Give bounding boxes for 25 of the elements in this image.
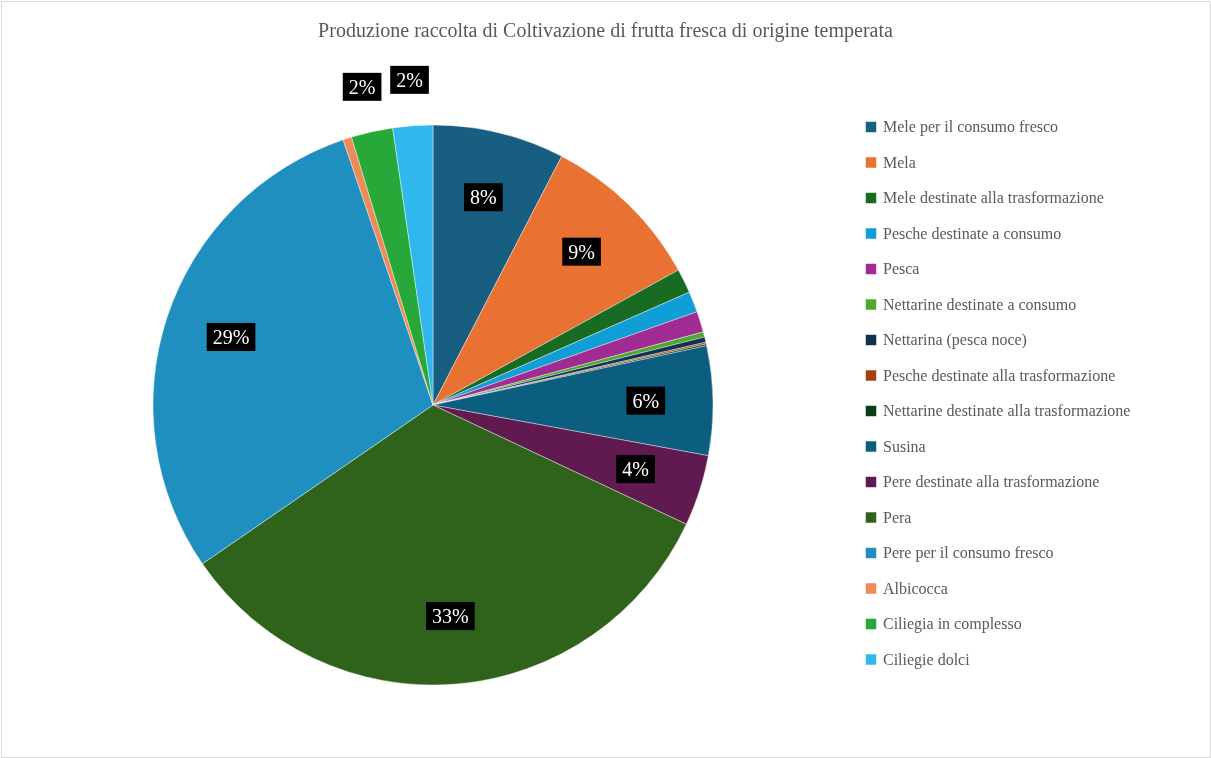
legend-label: Susina	[883, 437, 926, 455]
data-label: 4%	[622, 458, 649, 481]
data-label: 29%	[212, 325, 250, 348]
legend-label: Ciliegia in complesso	[883, 615, 1022, 633]
data-label: 9%	[568, 240, 595, 263]
legend-label: Nettarine destinate alla trasformazione	[883, 402, 1131, 419]
legend-label: Nettarina (pesca noce)	[883, 331, 1027, 349]
legend-label: Ciliegie dolci	[883, 650, 971, 669]
legend-label: Pesche destinate a consumo	[883, 224, 1062, 242]
data-label: 33%	[432, 605, 469, 628]
data-label: 8%	[469, 186, 497, 209]
legend-label: Pera	[883, 508, 912, 526]
legend-label: Mela	[883, 153, 916, 171]
legend-label: Pesche destinate alla trasformazione	[883, 366, 1116, 384]
legend-label: Nettarine destinate a consumo	[883, 295, 1077, 313]
legend-label: Mele destinate alla trasformazione	[883, 189, 1104, 206]
legend-label: Mele per il consumo fresco	[883, 118, 1059, 136]
legend-label: Pesca	[883, 260, 920, 277]
legend-label: Pere destinate alla trasformazione	[883, 473, 1100, 490]
data-label: 6%	[632, 389, 660, 412]
chart-title: Produzione raccolta di Coltivazione di frutta fresca di origine temperata	[318, 19, 894, 42]
legend-label: Albicocca	[883, 579, 948, 597]
legend-label: Pere per il consumo fresco	[883, 544, 1054, 562]
data-label: 2%	[348, 75, 376, 98]
data-label: 2%	[396, 68, 423, 91]
